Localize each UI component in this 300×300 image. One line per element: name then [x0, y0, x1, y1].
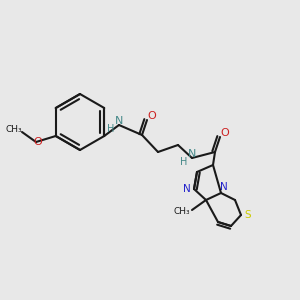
Text: CH₃: CH₃	[6, 125, 22, 134]
Text: O: O	[34, 137, 42, 147]
Text: N: N	[115, 116, 123, 126]
Text: N: N	[183, 184, 191, 194]
Text: H: H	[107, 124, 115, 134]
Text: O: O	[220, 128, 230, 138]
Text: S: S	[245, 210, 251, 220]
Text: H: H	[180, 157, 188, 167]
Text: N: N	[220, 182, 228, 192]
Text: CH₃: CH₃	[174, 208, 190, 217]
Text: N: N	[188, 149, 196, 159]
Text: O: O	[148, 111, 156, 121]
